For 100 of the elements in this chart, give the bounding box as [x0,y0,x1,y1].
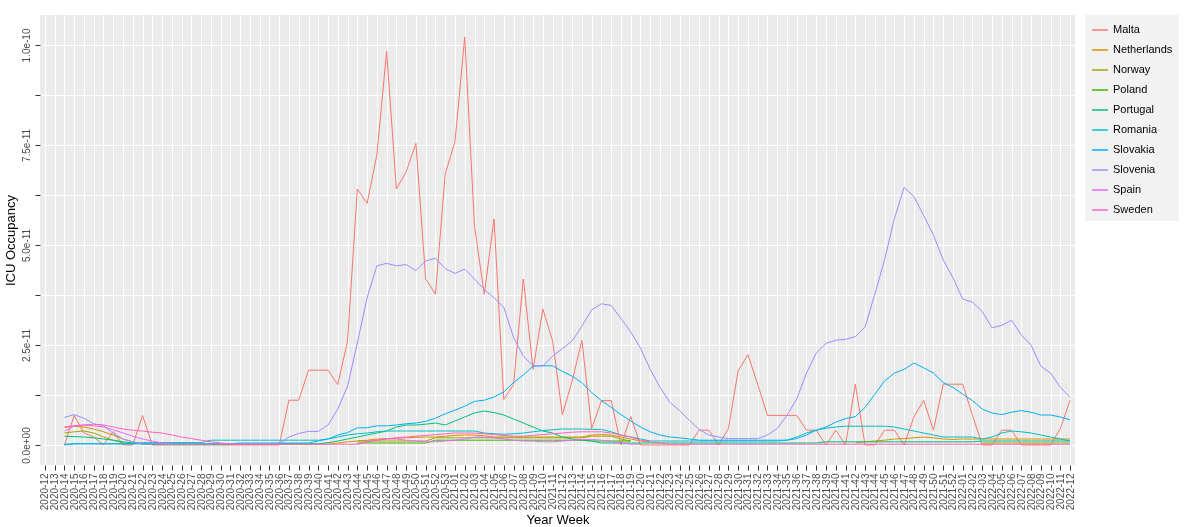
x-tick-label: 2020-35 [263,473,275,511]
x-tick-label: 2020-16 [78,473,90,511]
y-tick-label: 5.0e-11 [20,228,32,263]
x-tick-label: 2021-46 [888,473,900,511]
x-tick-label: 2022-11 [1054,473,1066,510]
legend-label: Malta [1113,23,1141,35]
legend-label: Slovenia [1113,163,1157,175]
x-tick-label: 2021-35 [781,473,793,511]
x-tick-label: 2020-12 [39,473,51,511]
x-tick-label: 2021-49 [918,473,930,511]
x-tick-label: 2020-17 [88,473,100,511]
x-tick-label: 2021-07 [508,473,520,511]
x-tick-label: 2020-24 [156,473,168,511]
x-tick-label: 2020-47 [381,473,393,511]
x-tick-label: 2020-18 [97,473,109,511]
x-tick-label: 2022-09 [1035,473,1047,511]
x-tick-label: 2021-19 [625,473,637,511]
x-tick-label: 2020-26 [176,473,188,511]
x-tick-label: 2022-12 [1064,473,1076,511]
x-tick-label: 2021-48 [908,473,920,511]
y-tick-label: 2.5e-11 [20,328,32,363]
x-tick-label: 2021-20 [635,473,646,511]
x-tick-label: 2020-48 [390,473,402,511]
x-tick-label: 2022-10 [1045,473,1057,511]
y-tick-label: 7.5e-11 [20,128,32,163]
line-series [63,36,1071,446]
x-tick-label: 2021-11 [547,473,559,510]
x-tick-label: 2021-21 [644,473,656,511]
x-tick-label: 2021-39 [820,473,832,511]
x-tick-label: 2021-28 [713,473,725,511]
x-tick-label: 2022-07 [1015,473,1027,511]
x-tick-label: 2021-02 [459,473,471,511]
x-tick-label: 2020-38 [293,473,305,511]
x-tick-label: 2021-01 [449,473,461,511]
line-series [63,362,1071,446]
y-tick-label: 1.0e-10 [20,28,32,63]
x-tick-label: 2020-20 [117,473,129,511]
x-tick-label: 2021-36 [791,473,803,511]
x-tick-label: 2020-29 [205,473,217,511]
x-tick-label: 2021-42 [849,473,861,511]
x-tick-label: 2021-04 [478,473,490,511]
x-tick-label: 2021-25 [683,473,695,511]
x-tick-label: 2020-27 [185,473,197,511]
x-tick-label: 2021-30 [732,473,744,511]
x-tick-label: 2022-02 [966,473,978,511]
x-tick-label: 2022-08 [1025,473,1037,511]
x-tick-label: 2021-40 [830,473,842,511]
x-tick-label: 2020-32 [234,473,246,511]
x-tick-label: 2020-41 [322,473,334,511]
x-tick-label: 2021-29 [722,473,734,511]
x-tick-label: 2020-39 [303,473,315,511]
x-tick-label: 2020-42 [332,473,344,511]
x-tick-label: 2021-13 [566,473,578,511]
x-tick-label: 2021-45 [879,473,891,511]
legend-label: Netherlands [1113,43,1173,55]
x-tick-label: 2020-15 [68,473,80,511]
x-tick-label: 2020-37 [283,473,295,511]
x-tick-label: 2021-10 [537,473,549,511]
x-tick-label: 2021-26 [693,473,705,511]
x-tick-label: 2021-14 [576,473,588,511]
y-axis-title: ICU Occupancy [2,194,18,287]
x-tick-label: 2020-13 [49,473,61,511]
legend-label: Sweden [1113,203,1153,215]
x-tick-label: 2021-06 [498,473,510,511]
legend-label: Portugal [1113,103,1154,115]
x-tick-label: 2021-32 [752,473,764,511]
x-tick-label: 2021-08 [517,473,529,511]
x-tick-label: 2020-33 [244,473,256,511]
x-tick-label: 2020-50 [410,473,422,511]
y-tick-label: 0.0e+00 [20,426,32,464]
legend-label: Romania [1113,123,1158,135]
x-tick-label: 2021-51 [937,473,949,511]
x-tick-label: 2021-09 [527,473,539,511]
x-tick-label: 2022-06 [1006,473,1018,511]
x-tick-label: 2021-47 [898,473,910,511]
x-tick-label: 2021-37 [800,473,812,511]
x-tick-label: 2021-41 [840,473,852,511]
x-axis-title: Year Week [526,512,590,527]
x-tick-label: 2020-52 [429,473,441,511]
x-tick-label: 2021-27 [703,473,715,511]
x-tick-label: 2020-23 [146,473,158,511]
x-tick-label: 2021-50 [927,473,939,511]
x-tick-label: 2020-36 [273,473,285,511]
legend-label: Poland [1113,83,1148,95]
x-tick-label: 2020-21 [127,473,139,511]
x-tick-label: 2021-44 [869,473,881,511]
x-tick-label: 2020-40 [312,473,324,511]
x-tick-label: 2021-16 [595,473,607,511]
x-tick-label: 2020-49 [400,473,412,511]
x-tick-label: 2021-18 [615,473,627,511]
x-tick-label: 2021-12 [556,473,568,511]
x-tick-label: 2021-22 [654,473,666,511]
x-tick-label: 2020-14 [58,473,70,511]
line-series [63,186,1071,445]
x-tick-label: 2021-31 [742,473,754,511]
x-tick-label: 2022-04 [986,473,998,511]
x-tick-label: 2021-38 [810,473,822,511]
x-tick-label: 2020-30 [215,473,227,511]
x-tick-label: 2020-28 [195,473,207,511]
x-tick-label: 2020-45 [361,473,373,511]
